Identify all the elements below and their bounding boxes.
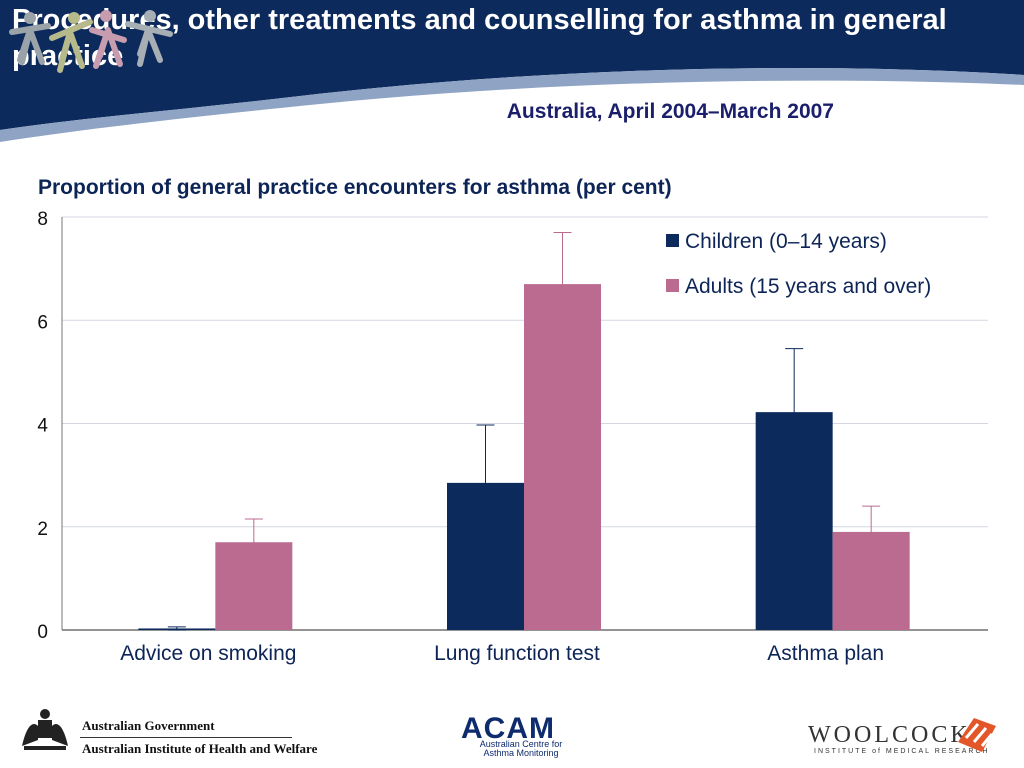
woolcock-logo: WOOLCOCK: [808, 722, 971, 748]
gov-line1: Australian Government: [82, 718, 215, 733]
legend-swatch: [666, 234, 679, 247]
legend-label: Adults (15 years and over): [685, 275, 931, 298]
y-tick-label: 2: [37, 519, 48, 540]
acam-subtitle: Australian Centre for Asthma Monitoring: [466, 740, 576, 758]
x-tick-label: Advice on smoking: [120, 642, 296, 665]
people-figures-logo: [9, 10, 173, 73]
coat-of-arms-icon: [22, 709, 68, 750]
y-tick-label: 4: [37, 416, 48, 437]
y-tick-label: 8: [37, 209, 48, 230]
page-subtitle: Australia, April 2004–March 2007: [506, 100, 834, 123]
legend-swatch: [666, 279, 679, 292]
gov-divider: [80, 737, 292, 738]
legend-label: Children (0–14 years): [685, 230, 887, 253]
gov-line2: Australian Institute of Health and Welfa…: [82, 741, 318, 756]
acam-logo: ACAM: [461, 712, 555, 745]
header-background: [0, 0, 1024, 142]
header-banner: Procedures, other treatments and counsel…: [0, 0, 1024, 145]
page-title: Procedures, other treatments and counsel…: [12, 4, 947, 72]
bar-chart: 0 2 4 6 8 Advice on smoking Lung function test…: [37, 209, 988, 665]
x-tick-label: Asthma plan: [767, 642, 884, 665]
chart-title: Proportion of general practice encounter…: [38, 176, 672, 199]
bar: [524, 284, 601, 630]
woolcock-subtitle: INSTITUTE of MEDICAL RESEARCH: [814, 748, 990, 755]
acam-subtitle-line1: Australian Centre for: [479, 739, 563, 749]
acam-subtitle-line2: Asthma Monitoring: [483, 748, 559, 758]
y-tick-label: 0: [37, 622, 48, 643]
y-tick-label: 6: [37, 312, 48, 333]
x-tick-label: Lung function test: [434, 642, 600, 665]
woolcock-emblem-icon: [958, 718, 996, 752]
